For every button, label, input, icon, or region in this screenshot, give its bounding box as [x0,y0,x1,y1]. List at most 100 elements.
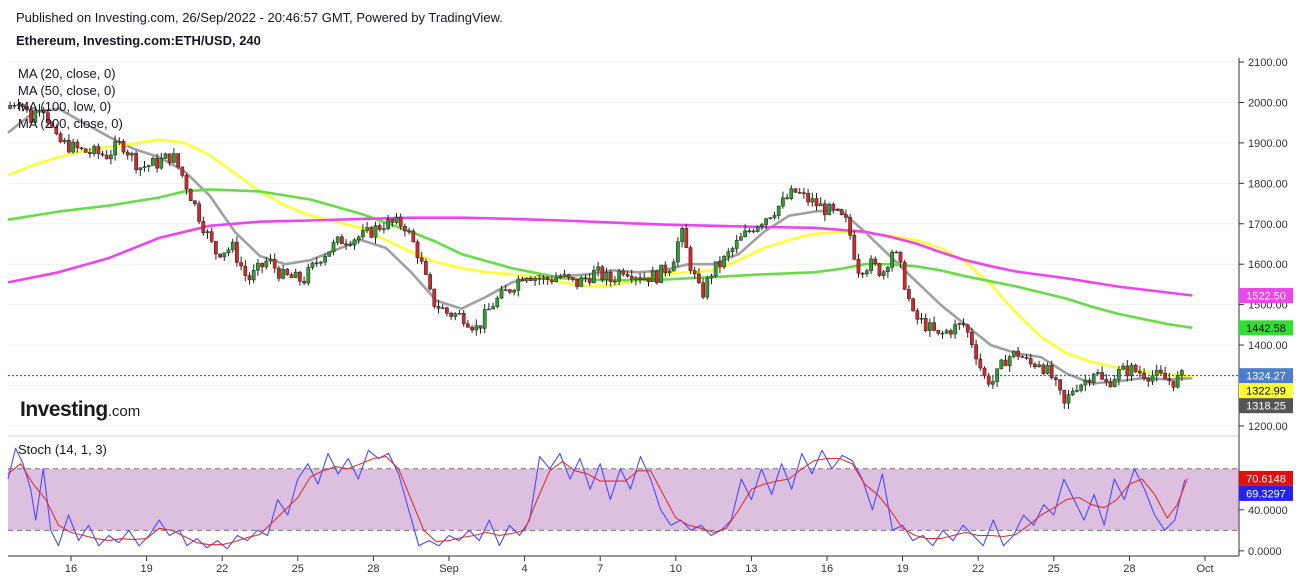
candle-body [533,277,537,281]
candle-body [256,262,260,271]
candle-body [575,279,579,287]
candle-body [470,326,474,331]
candle-body [352,239,357,246]
candle-body [142,166,147,169]
candle-body [373,225,378,238]
price-tag-label: 1318.25 [1246,401,1286,413]
candle-body [793,188,798,193]
candle-body [289,274,294,278]
candle-body [159,158,164,169]
candle-body [978,358,983,369]
candle-body [138,167,143,170]
candle-body [814,198,819,207]
candle-body [508,289,512,293]
candle-body [176,153,180,168]
candle-body [902,262,907,290]
candle-body [676,241,680,263]
candle-body [331,242,336,253]
candle-body [188,189,193,202]
candle-body [58,133,63,143]
x-tick-label: 13 [745,563,757,575]
candle-body [134,153,138,170]
candle-body [730,248,735,253]
candle-body [915,310,920,320]
price-tag [1239,398,1293,414]
candle-body [852,235,857,260]
candle-body [944,330,949,334]
candle-body [970,332,974,345]
candle-body [646,277,651,282]
price-tag-label: 1322.99 [1246,386,1286,398]
price-tick-label: 1600.00 [1248,259,1288,271]
candle-body [209,231,214,242]
candle-body [163,153,168,159]
candle-body [239,262,243,267]
candle-body [83,148,88,153]
candle-body [277,267,281,279]
candle-body [495,297,500,307]
price-tick-label: 1200.00 [1248,421,1288,433]
candle-body [806,192,810,203]
logo-text: Investing [20,398,108,421]
ma-legend-item: MA (20, close, 0) [18,66,116,81]
stochastic-pane [8,435,1239,531]
ma-line [7,188,1193,330]
candle-body [881,271,886,276]
stoch-line [7,455,1188,546]
candle-body [671,261,676,272]
candle-body [411,230,416,243]
candle-body [151,158,155,166]
candle-body [113,141,117,156]
stoch-band [8,468,1239,531]
candle-body [923,318,928,331]
candle-body [424,261,428,275]
candle-body [407,230,411,233]
candle-body [953,324,957,335]
candle-body [991,381,995,385]
candle-body [75,141,80,149]
candle-body [428,274,432,290]
candle-body [104,154,109,160]
ma-legend-item: MA (50, close, 0) [18,82,116,98]
candle-body [697,273,701,283]
candle-body [995,368,999,382]
ma-legend-item: MA (200, close, 0) [18,115,123,131]
candle-body [247,275,252,281]
candle-body [562,274,567,277]
candle-body [466,323,470,328]
candle-body [797,191,802,194]
candle-body [474,325,479,331]
candle-body [1180,370,1184,376]
candle-body [1037,364,1041,368]
x-tick-label: 16 [65,563,77,575]
candle-body [1003,359,1008,367]
candle-body [1045,365,1050,374]
candle-body [1096,372,1100,375]
candle-body [272,258,277,269]
candle-body [726,251,731,257]
moving-average-lines [7,107,1193,385]
x-tick-label: Sep [439,563,459,575]
candle-body [705,277,710,298]
x-tick-label: 28 [367,563,379,575]
candle-body [130,153,134,156]
candle-body [1125,365,1130,377]
candle-body [713,261,718,277]
stoch-tag [1239,470,1293,486]
candle-body [1159,369,1163,374]
candle-body [986,375,991,385]
candle-body [865,270,869,275]
candle-body [608,271,613,282]
candle-body [877,263,882,276]
candle-body [1079,384,1083,391]
candle-body [554,277,558,283]
price-pane-background [8,58,1239,434]
stoch-tag-label: 70.6148 [1246,473,1286,485]
investing-logo[interactable]: Investing.com [20,398,140,422]
candle-body [67,140,71,153]
candle-body [361,230,365,238]
candle-body [71,141,75,153]
candle-body [634,277,638,280]
x-tick-label: 19 [896,563,908,575]
